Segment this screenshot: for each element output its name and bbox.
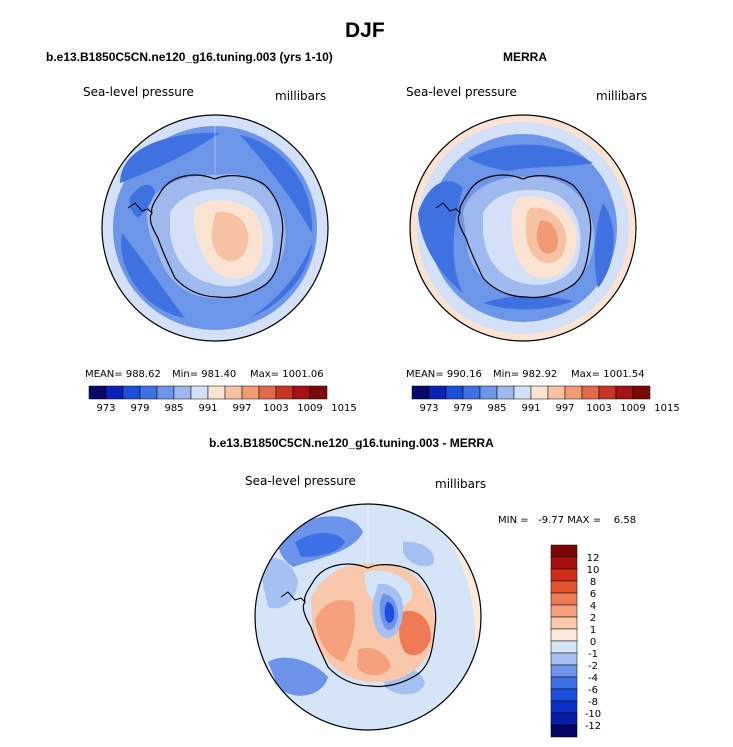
panel3-colorbar-bin: [550, 568, 578, 582]
panel2-colorbar-bin: [462, 385, 481, 400]
panel2-colorbar-tick-label: 997: [555, 403, 574, 414]
panel1-colorbar-bin: [275, 385, 294, 400]
panel2-colorbar-bin: [581, 385, 600, 400]
panel2-colorbar-tick-label: 979: [453, 403, 472, 414]
figure-title: DJF: [345, 19, 385, 42]
panel1-colorbar-bin: [241, 385, 260, 400]
panel2-colorbar-tick-label: 985: [487, 403, 506, 414]
panel3-units-label: millibars: [435, 477, 487, 491]
panel3-colorbar-tick-label: -6: [588, 685, 598, 696]
panel1-colorbar-tick-label: 1003: [263, 403, 288, 414]
panel2-colorbar-tick-label: 991: [521, 403, 540, 414]
panel1-min-stat: Min= 981.40: [172, 369, 237, 380]
panel2-colorbar: 973 979 985 991 997 1003 1009 1015: [411, 385, 680, 414]
panel1-colorbar-tick-label: 1009: [297, 403, 322, 414]
panel1-colorbar-bin: [292, 385, 311, 400]
panel3-colorbar-bin: [550, 556, 578, 570]
panel3-colorbar-tick-label: 0: [590, 637, 596, 648]
panel1-max-stat: Max= 1001.06: [250, 369, 324, 380]
panel3-colorbar-bin: [550, 724, 578, 738]
panel1-colorbar-tick-label: 973: [96, 403, 115, 414]
panel1-colorbar-tick-label: 991: [198, 403, 217, 414]
panel1-colorbar-tick-label: 985: [164, 403, 183, 414]
panel2-title: MERRA: [503, 50, 547, 64]
panel1-colorbar-bin: [139, 385, 158, 400]
panel3-colorbar-bin: [550, 664, 578, 678]
panel3-colorbar-tick-label: 4: [590, 601, 596, 612]
panel1-colorbar-bin: [224, 385, 243, 400]
panel2-colorbar-tick-label: 1003: [586, 403, 611, 414]
panel2-colorbar-bin: [445, 385, 464, 400]
panel3-colorbar-tick-label: 1: [590, 625, 596, 636]
panel3-colorbar-tick-label: -10: [585, 709, 601, 720]
panel2-colorbar-bin: [479, 385, 498, 400]
panel1-colorbar-tick-label: 1015: [331, 403, 356, 414]
panel3-colorbar-bin: [550, 616, 578, 630]
panel3-colorbar-bin: [550, 700, 578, 714]
panel2-colorbar-bin: [632, 385, 651, 400]
panel2-max-stat: Max= 1001.54: [571, 369, 645, 380]
panel1-colorbar-bin: [190, 385, 209, 400]
panel3-colorbar-tick-label: 2: [590, 613, 596, 624]
panel2-colorbar-tick-label: 1015: [654, 403, 679, 414]
panel3-colorbar-tick-label: -4: [588, 673, 598, 684]
panel3-title: b.e13.B1850C5CN.ne120_g16.tuning.003 - M…: [209, 436, 494, 450]
panel1-mean-stat: MEAN= 988.62: [85, 369, 161, 380]
panel2-variable-label: Sea-level pressure: [406, 85, 517, 99]
panel3-colorbar-bin: [550, 604, 578, 618]
panel3-colorbar-bin: [550, 652, 578, 666]
panel3-colorbar-tick-label: -1: [588, 649, 598, 660]
panel3-colorbar-bin: [550, 676, 578, 690]
panel3-colorbar-bin: [550, 688, 578, 702]
panel1-colorbar-bin: [88, 385, 107, 400]
panel2-map: [409, 114, 637, 342]
panel2-colorbar-bin: [530, 385, 549, 400]
panel2-colorbar-tick-label: 1009: [620, 403, 645, 414]
panel1-colorbar-tick-label: 979: [130, 403, 149, 414]
panel1-colorbar-bin: [258, 385, 277, 400]
panel3-colorbar-bin: [550, 544, 578, 558]
panel1-units-label: millibars: [275, 89, 327, 103]
panel2-colorbar-tick-label: 973: [419, 403, 438, 414]
panel3-minmax-stat: MIN = -9.77 MAX = 6.58: [498, 515, 637, 526]
panel2-colorbar-bin: [428, 385, 447, 400]
panel3-colorbar-tick-label: 8: [590, 577, 596, 588]
panel2-colorbar-bin: [513, 385, 532, 400]
panel2-mean-stat: MEAN= 990.16: [406, 369, 482, 380]
panel3-colorbar-tick-label: -2: [588, 661, 598, 672]
panel3-colorbar-bin: [550, 628, 578, 642]
panel3-map: [254, 503, 482, 731]
panel3-colorbar-bin: [550, 712, 578, 726]
panel1-map: [101, 114, 329, 342]
panel1-colorbar-tick-label: 997: [232, 403, 251, 414]
panel3-colorbar-bin: [550, 592, 578, 606]
panel3-colorbar-tick-label: 6: [590, 589, 596, 600]
panel1-title: b.e13.B1850C5CN.ne120_g16.tuning.003 (yr…: [46, 50, 333, 64]
panel2-colorbar-bin: [598, 385, 617, 400]
panel2-colorbar-bin: [496, 385, 515, 400]
panel2-colorbar-bin: [411, 385, 430, 400]
panel3-colorbar-bin: [550, 640, 578, 654]
panel3-colorbar-tick-label: -8: [588, 697, 598, 708]
panel1-variable-label: Sea-level pressure: [83, 85, 194, 99]
panel1-colorbar-bin: [122, 385, 141, 400]
panel2-min-stat: Min= 982.92: [493, 369, 558, 380]
panel3-variable-label: Sea-level pressure: [245, 474, 356, 488]
panel3-colorbar-tick-label: -12: [585, 721, 601, 732]
panel1-colorbar-bin: [105, 385, 124, 400]
panel2-colorbar-bin: [615, 385, 634, 400]
panel1-colorbar-bin: [207, 385, 226, 400]
panel2-units-label: millibars: [596, 89, 648, 103]
panel3-colorbar-bin: [550, 580, 578, 594]
panel2-colorbar-bin: [564, 385, 583, 400]
panel1-colorbar-bin: [156, 385, 175, 400]
panel1-colorbar-bin: [173, 385, 192, 400]
panel1-colorbar-bin: [309, 385, 328, 400]
panel2-colorbar-bin: [547, 385, 566, 400]
panel3-colorbar-tick-label: 10: [587, 565, 600, 576]
panel3-colorbar-tick-label: 12: [587, 553, 600, 564]
panel1-colorbar: 973 979 985 991 997 1003 1009 1015: [88, 385, 357, 414]
